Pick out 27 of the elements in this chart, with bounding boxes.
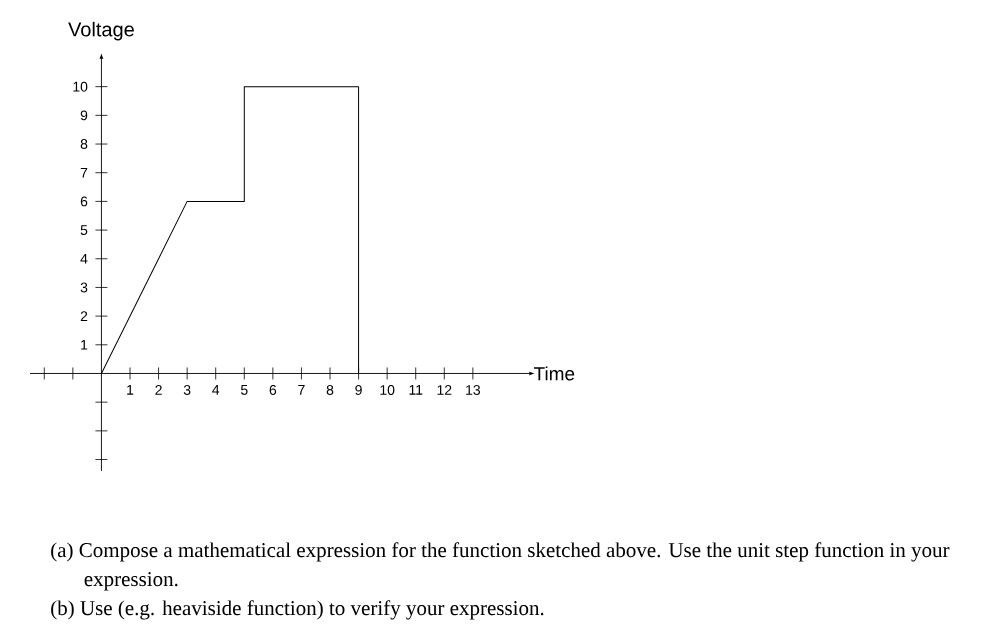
x-tick-label: 11: [409, 385, 423, 395]
x-tick-label: 12: [437, 385, 452, 395]
x-tick-label: 5: [240, 385, 248, 395]
x-tick-label: 13: [466, 385, 481, 395]
x-tick-label: 1: [127, 385, 134, 395]
text: (b) Use (e.g. heaviside function) to verify your expression.: [51, 600, 544, 620]
text: (a) Compose a mathematical expression for the function sketched above. Use the unit step function in your expression.: [51, 542, 950, 591]
y-tick-label: 4: [80, 253, 88, 264]
y-tick-label: 3: [80, 282, 88, 293]
x-tick-label: 4: [212, 385, 220, 395]
y-tick-label: 8: [80, 139, 88, 149]
y-tick-label: 9: [80, 110, 88, 121]
x-tick-label: 10: [380, 385, 395, 395]
x-tick-label: 6: [269, 385, 277, 395]
y-tick-label: 10: [73, 81, 88, 92]
x-axis-title: Time: [533, 366, 575, 381]
y-tick-label: 1: [81, 339, 88, 350]
y-tick-label: 7: [80, 167, 88, 178]
x-tick-label: 3: [183, 385, 191, 395]
y-axis-title: Voltage: [68, 21, 134, 41]
x-tick-label: 7: [298, 385, 305, 395]
x-tick-label: 9: [355, 385, 362, 395]
y-tick-label: 2: [80, 311, 88, 322]
y-tick-label: 6: [80, 196, 88, 207]
x-tick-label: 8: [326, 385, 334, 395]
x-tick-label: 2: [155, 385, 162, 395]
y-tick-label: 5: [80, 225, 88, 235]
